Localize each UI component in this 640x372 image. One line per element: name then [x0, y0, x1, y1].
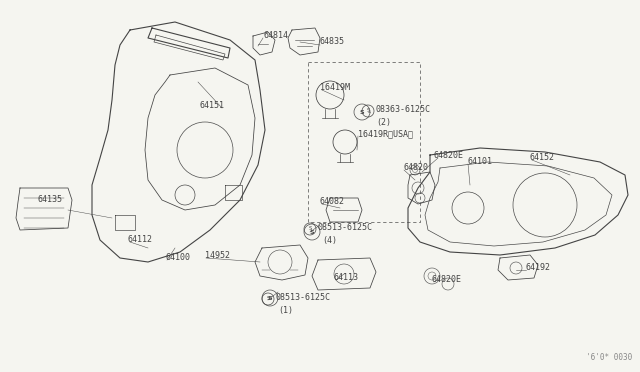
Text: 64082: 64082 — [320, 198, 345, 206]
Text: S: S — [266, 296, 269, 301]
Text: S: S — [308, 227, 312, 231]
Text: 64152: 64152 — [530, 154, 555, 163]
Text: 64101: 64101 — [467, 157, 492, 167]
Text: 64151: 64151 — [200, 100, 225, 109]
Text: (1): (1) — [278, 305, 293, 314]
Text: 64100: 64100 — [165, 253, 190, 263]
Text: S: S — [366, 109, 370, 113]
Text: 16419R〈USA〉: 16419R〈USA〉 — [358, 129, 413, 138]
Text: 14952: 14952 — [205, 250, 230, 260]
Text: 64192: 64192 — [525, 263, 550, 273]
Text: S: S — [268, 295, 272, 301]
Text: 08513-6125C: 08513-6125C — [318, 224, 373, 232]
Text: 64820: 64820 — [403, 164, 428, 173]
Text: 08363-6125C: 08363-6125C — [376, 106, 431, 115]
Text: 64820E: 64820E — [434, 151, 464, 160]
Text: 16419M: 16419M — [320, 83, 350, 93]
Text: '6'0* 0030: '6'0* 0030 — [586, 353, 632, 362]
Text: 64820E: 64820E — [432, 276, 462, 285]
Text: S: S — [360, 109, 364, 115]
Text: 08513-6125C: 08513-6125C — [276, 294, 331, 302]
Text: 64835: 64835 — [320, 38, 345, 46]
Text: 64814: 64814 — [263, 31, 288, 39]
Text: 64135: 64135 — [38, 196, 63, 205]
Text: (2): (2) — [376, 118, 391, 126]
Text: S: S — [310, 230, 314, 234]
Text: (4): (4) — [322, 235, 337, 244]
Text: 64112: 64112 — [128, 235, 153, 244]
Text: 64113: 64113 — [334, 273, 359, 282]
